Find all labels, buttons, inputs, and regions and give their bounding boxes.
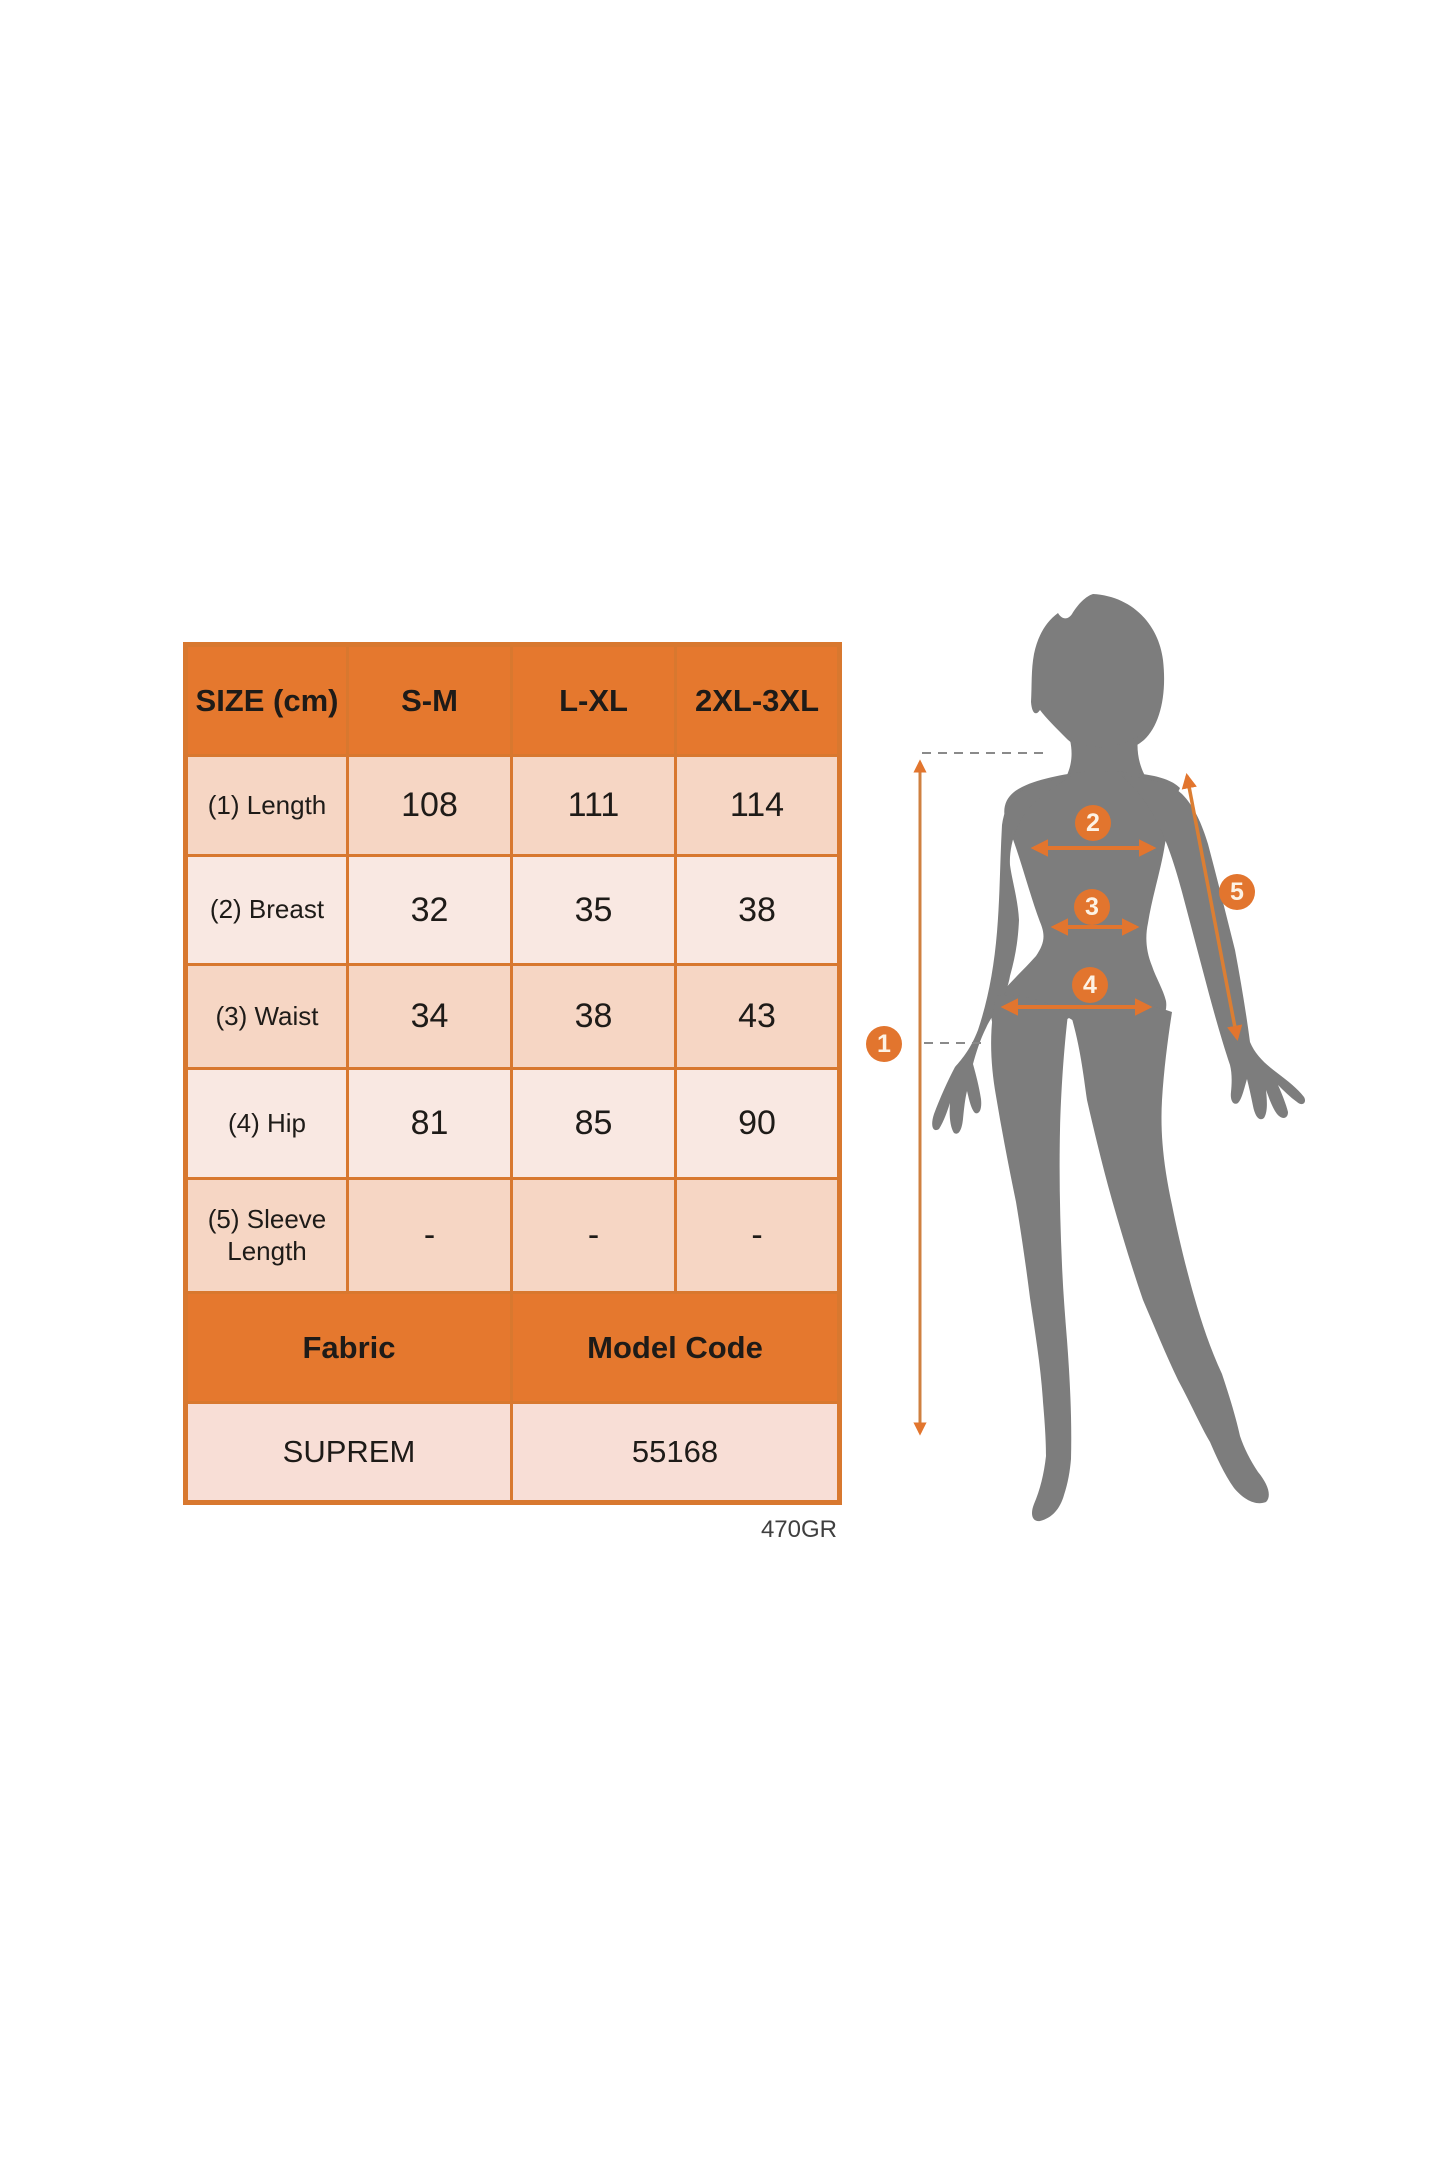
measure-marker-waist: 3 bbox=[1074, 889, 1110, 925]
length-sm-value: 108 bbox=[346, 754, 513, 857]
table-row-hip: (4) Hip 81 85 90 bbox=[184, 1067, 841, 1180]
table-row-sleeve: (5) Sleeve Length - - - bbox=[184, 1177, 841, 1294]
weight-note: 470GR bbox=[760, 1516, 837, 1543]
breast-lxl-value: 35 bbox=[510, 854, 677, 966]
hip-lxl-value: 85 bbox=[510, 1067, 677, 1180]
table-row-breast: (2) Breast 32 35 38 bbox=[184, 854, 841, 966]
row-label-hip: (4) Hip bbox=[184, 1067, 349, 1180]
measure-marker-breast: 2 bbox=[1075, 805, 1111, 841]
row-label-breast: (2) Breast bbox=[184, 854, 349, 966]
measurement-figure bbox=[913, 594, 1306, 1522]
column-header-lxl: L-XL bbox=[510, 643, 677, 757]
sleeve-arrow bbox=[1181, 772, 1243, 1042]
waist-lxl-value: 38 bbox=[510, 963, 677, 1070]
sleeve-sm-value: - bbox=[346, 1177, 513, 1294]
measure-marker-hip: 4 bbox=[1072, 967, 1108, 1003]
table-row-waist: (3) Waist 34 38 43 bbox=[184, 963, 841, 1070]
row-label-sleeve: (5) Sleeve Length bbox=[184, 1177, 349, 1294]
silhouette-head bbox=[1031, 594, 1165, 754]
length-2xl3xl-value: 114 bbox=[674, 754, 841, 857]
measure-marker-length: 1 bbox=[866, 1026, 902, 1062]
fabric-header: Fabric bbox=[184, 1291, 513, 1404]
breast-2xl3xl-value: 38 bbox=[674, 854, 841, 966]
silhouette-left-leg bbox=[991, 994, 1072, 1522]
sleeve-2xl3xl-value: - bbox=[674, 1177, 841, 1294]
silhouette-left-arm bbox=[932, 776, 1072, 1134]
silhouette-right-leg bbox=[1070, 1003, 1269, 1504]
breast-sm-value: 32 bbox=[346, 854, 513, 966]
column-header-size: SIZE (cm) bbox=[184, 643, 349, 757]
hip-sm-value: 81 bbox=[346, 1067, 513, 1180]
column-header-sm: S-M bbox=[346, 643, 513, 757]
table-footer-header-row: Fabric Model Code bbox=[184, 1291, 841, 1404]
woman-silhouette bbox=[932, 594, 1306, 1522]
hip-2xl3xl-value: 90 bbox=[674, 1067, 841, 1180]
waist-2xl3xl-value: 43 bbox=[674, 963, 841, 1070]
fabric-value: SUPREM bbox=[184, 1401, 513, 1504]
row-label-length: (1) Length bbox=[184, 754, 349, 857]
size-chart-table: SIZE (cm) S-M L-XL 2XL-3XL (1) Length 10… bbox=[183, 642, 842, 1505]
table-footer-value-row: SUPREM 55168 bbox=[184, 1401, 841, 1504]
measure-marker-sleeve: 5 bbox=[1219, 874, 1255, 910]
model-code-header: Model Code bbox=[510, 1291, 841, 1404]
waist-sm-value: 34 bbox=[346, 963, 513, 1070]
sleeve-lxl-value: - bbox=[510, 1177, 677, 1294]
column-header-2xl3xl: 2XL-3XL bbox=[674, 643, 841, 757]
table-header-row: SIZE (cm) S-M L-XL 2XL-3XL bbox=[184, 643, 841, 757]
length-lxl-value: 111 bbox=[510, 754, 677, 857]
model-code-value: 55168 bbox=[510, 1401, 841, 1504]
table-row-length: (1) Length 108 111 114 bbox=[184, 754, 841, 857]
row-label-waist: (3) Waist bbox=[184, 963, 349, 1070]
